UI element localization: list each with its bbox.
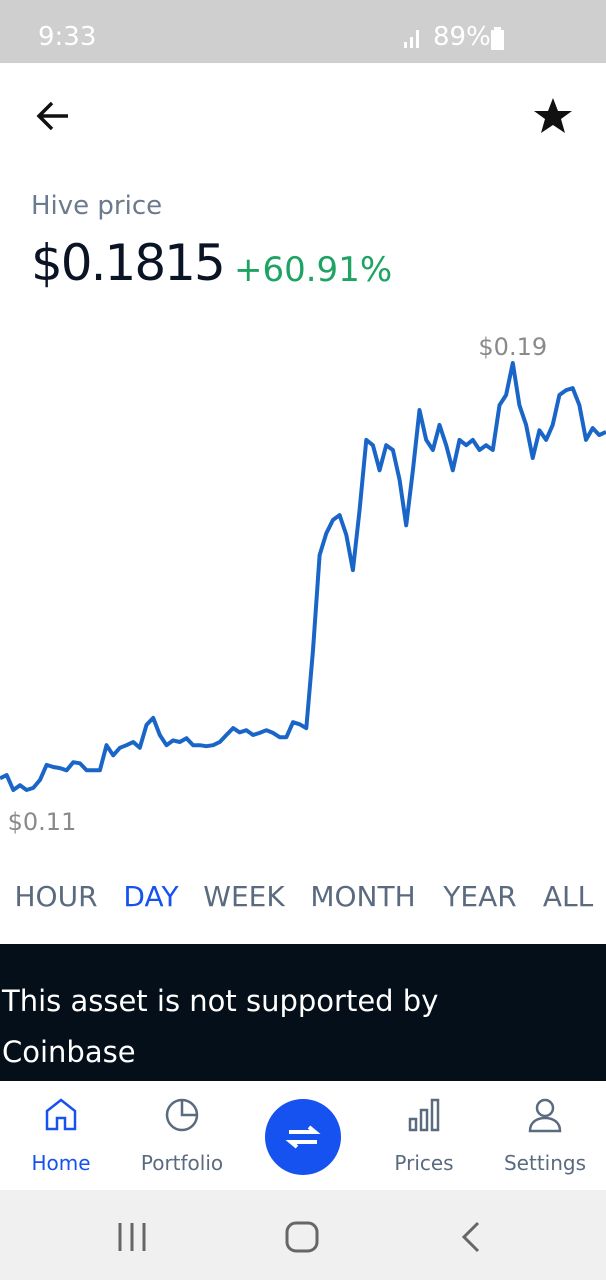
nav-label[interactable]: Portfolio xyxy=(140,1151,224,1175)
price: $0.1815 xyxy=(31,234,226,292)
nav-icon xyxy=(45,1098,77,1131)
asset-title: Hive price xyxy=(31,191,163,221)
nav-label[interactable]: Prices xyxy=(394,1151,454,1175)
recents-button[interactable] xyxy=(118,1223,146,1251)
back-system-button[interactable] xyxy=(461,1221,480,1253)
unsupported-banner: This asset is not supported by Coinbase xyxy=(0,944,606,1081)
back-button[interactable] xyxy=(36,98,72,134)
battery: 89% xyxy=(433,22,491,52)
time-range-tab[interactable]: MONTH xyxy=(310,880,416,913)
price-change: +60.91% xyxy=(234,250,393,290)
nav-label[interactable]: Settings xyxy=(503,1151,587,1175)
bottom-nav: Home Portfolio Prices Settings xyxy=(0,1081,606,1190)
battery-icon xyxy=(491,27,504,50)
system-nav xyxy=(0,1190,606,1280)
nav-icon xyxy=(408,1098,440,1132)
price-line xyxy=(0,361,606,792)
low-label: $0.11 xyxy=(8,808,77,836)
nav-label[interactable]: Home xyxy=(31,1151,91,1175)
trade-button[interactable] xyxy=(265,1099,341,1175)
favorite-button[interactable] xyxy=(533,96,573,136)
signal-icon xyxy=(404,30,419,48)
status-bar: 9:33 89% xyxy=(0,0,606,63)
time-range-tab[interactable]: HOUR xyxy=(14,880,98,913)
time-range-tab[interactable]: YEAR xyxy=(443,880,517,913)
time-range-tab[interactable]: DAY xyxy=(123,880,179,913)
time-range-tab[interactable]: WEEK xyxy=(203,880,285,913)
banner-text: This asset is not supported by Coinbase xyxy=(2,984,439,1069)
nav-icon xyxy=(528,1098,562,1133)
system-buttons xyxy=(118,1221,480,1253)
time-range-tab[interactable]: ALL xyxy=(542,880,594,913)
nav-icon xyxy=(165,1098,199,1132)
time-range-tabs: HOUR DAY WEEK MONTH YEAR ALL xyxy=(0,880,606,920)
price-chart: $0.19 $0.11 xyxy=(0,333,606,836)
time: 9:33 xyxy=(38,22,97,52)
high-label: $0.19 xyxy=(478,333,547,361)
home-button[interactable] xyxy=(285,1221,319,1253)
